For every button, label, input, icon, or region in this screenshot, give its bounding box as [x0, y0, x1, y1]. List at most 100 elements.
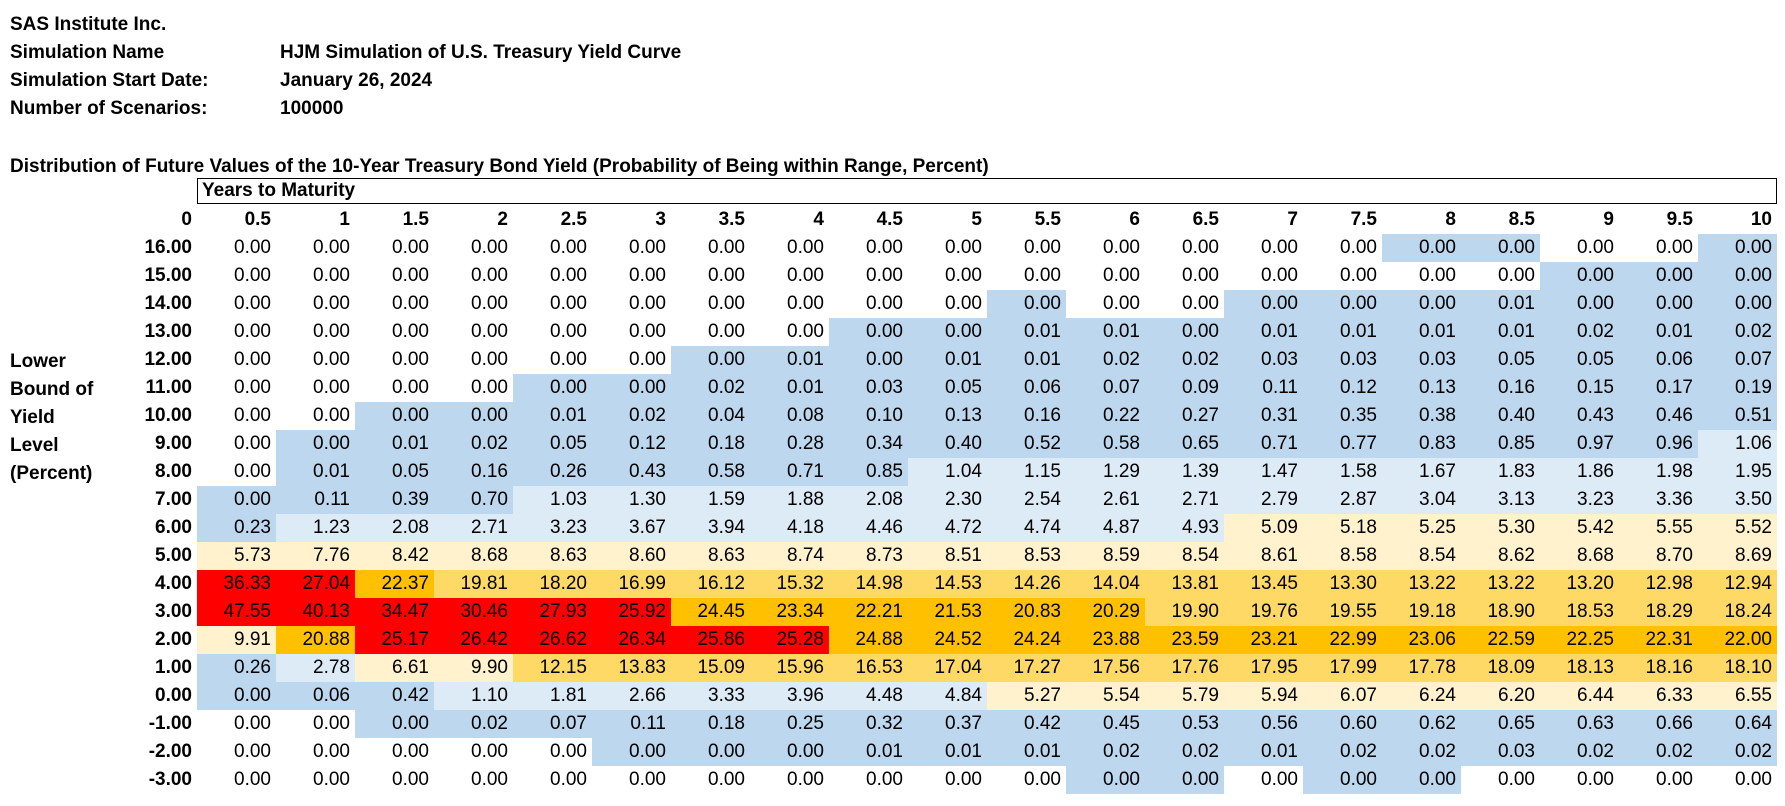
table-cell: 17.95	[1224, 654, 1303, 682]
table-cell: 5.73	[197, 542, 276, 570]
table-cell: 0.00	[1382, 766, 1461, 794]
table-cell: 20.29	[1066, 598, 1145, 626]
table-cell: 19.90	[1145, 598, 1224, 626]
table-cell: 13.30	[1303, 570, 1382, 598]
scenarios-row: Number of Scenarios: 100000	[10, 95, 681, 123]
table-cell: 17.04	[908, 654, 987, 682]
table-cell: 2.79	[1224, 486, 1303, 514]
table-cell: 14.04	[1066, 570, 1145, 598]
table-cell: 0.00	[434, 262, 513, 290]
row-label: 4.00	[155, 573, 192, 594]
table-cell: 0.31	[1224, 402, 1303, 430]
table-cell: 0.00	[355, 402, 434, 430]
row-label: 7.00	[155, 489, 192, 510]
table-cell: 34.47	[355, 598, 434, 626]
table-cell: 0.00	[1540, 234, 1619, 262]
start-date-label: Simulation Start Date:	[10, 70, 209, 91]
table-cell: 0.00	[1382, 290, 1461, 318]
table-cell: 0.00	[197, 402, 276, 430]
table-cell: 3.67	[592, 514, 671, 542]
table-cell: 5.18	[1303, 514, 1382, 542]
table-cell: 15.09	[671, 654, 750, 682]
table-cell: 8.61	[1224, 542, 1303, 570]
table-cell: 0.00	[276, 430, 355, 458]
table-cell: 8.60	[592, 542, 671, 570]
row-label: 15.00	[144, 265, 192, 286]
table-cell: 0.62	[1382, 710, 1461, 738]
table-cell: 0.00	[513, 374, 592, 402]
table-cell: 2.61	[1066, 486, 1145, 514]
table-cell: 27.93	[513, 598, 592, 626]
table-cell: 8.42	[355, 542, 434, 570]
table-cell: 0.18	[671, 430, 750, 458]
column-header: 0.5	[244, 209, 271, 230]
table-cell: 0.02	[1066, 346, 1145, 374]
table-cell: 13.45	[1224, 570, 1303, 598]
start-date-value: January 26, 2024	[280, 70, 433, 91]
table-cell: 0.12	[592, 430, 671, 458]
table-cell: 0.00	[908, 766, 987, 794]
table-cell: 0.00	[513, 346, 592, 374]
table-cell: 0.00	[434, 738, 513, 766]
table-cell: 0.00	[908, 262, 987, 290]
table-cell: 0.01	[908, 738, 987, 766]
table-cell: 0.00	[276, 346, 355, 374]
table-cell: 0.00	[276, 402, 355, 430]
row-label: 14.00	[144, 293, 192, 314]
table-cell: 0.05	[513, 430, 592, 458]
table-cell: 0.01	[513, 402, 592, 430]
table-cell: 1.39	[1145, 458, 1224, 486]
table-cell: 0.00	[197, 262, 276, 290]
column-header: 8.5	[1508, 209, 1535, 230]
table-cell: 8.63	[513, 542, 592, 570]
table-cell: 0.00	[1066, 262, 1145, 290]
table-cell: 0.02	[1145, 346, 1224, 374]
table-cell: 0.00	[1540, 262, 1619, 290]
table-cell: 9.91	[197, 626, 276, 654]
table-cell: 0.00	[987, 262, 1066, 290]
table-cell: 8.62	[1461, 542, 1540, 570]
table-cell: 0.03	[1224, 346, 1303, 374]
table-cell: 0.52	[987, 430, 1066, 458]
table-cell: 24.88	[829, 626, 908, 654]
table-cell: 2.30	[908, 486, 987, 514]
table-cell: 0.00	[829, 234, 908, 262]
table-cell: 13.81	[1145, 570, 1224, 598]
table-cell: 18.29	[1619, 598, 1698, 626]
table-cell: 0.03	[829, 374, 908, 402]
table-cell: 0.64	[1698, 710, 1777, 738]
table-cell: 0.00	[197, 290, 276, 318]
table-cell: 0.01	[908, 346, 987, 374]
column-header: 8	[1445, 209, 1456, 230]
table-cell: 0.02	[592, 402, 671, 430]
table-cell: 17.76	[1145, 654, 1224, 682]
table-cell: 0.00	[671, 738, 750, 766]
table-cell: 0.00	[513, 290, 592, 318]
table-cell: 0.00	[513, 262, 592, 290]
column-header: 1	[339, 209, 350, 230]
table-cell: 0.00	[513, 766, 592, 794]
table-cell: 5.94	[1224, 682, 1303, 710]
table-cell: 0.06	[276, 682, 355, 710]
table-cell: 26.62	[513, 626, 592, 654]
table-cell: 17.56	[1066, 654, 1145, 682]
table-cell: 0.00	[829, 766, 908, 794]
table-cell: 0.00	[197, 346, 276, 374]
table-cell: 26.42	[434, 626, 513, 654]
table-cell: 0.11	[592, 710, 671, 738]
table-cell: 0.00	[1303, 262, 1382, 290]
table-cell: 23.06	[1382, 626, 1461, 654]
table-cell: 0.58	[671, 458, 750, 486]
table-cell: 0.28	[750, 430, 829, 458]
simulation-metadata: SAS Institute Inc. Simulation Name HJM Si…	[10, 11, 681, 123]
table-cell: 8.73	[829, 542, 908, 570]
table-cell: 0.02	[671, 374, 750, 402]
table-cell: 0.34	[829, 430, 908, 458]
column-header: 2.5	[560, 209, 587, 230]
table-cell: 9.90	[434, 654, 513, 682]
row-label: -1.00	[148, 713, 192, 734]
table-cell: 0.00	[592, 234, 671, 262]
table-title: Distribution of Future Values of the 10-…	[10, 156, 989, 177]
table-cell: 0.40	[1461, 402, 1540, 430]
table-cell: 0.00	[750, 290, 829, 318]
